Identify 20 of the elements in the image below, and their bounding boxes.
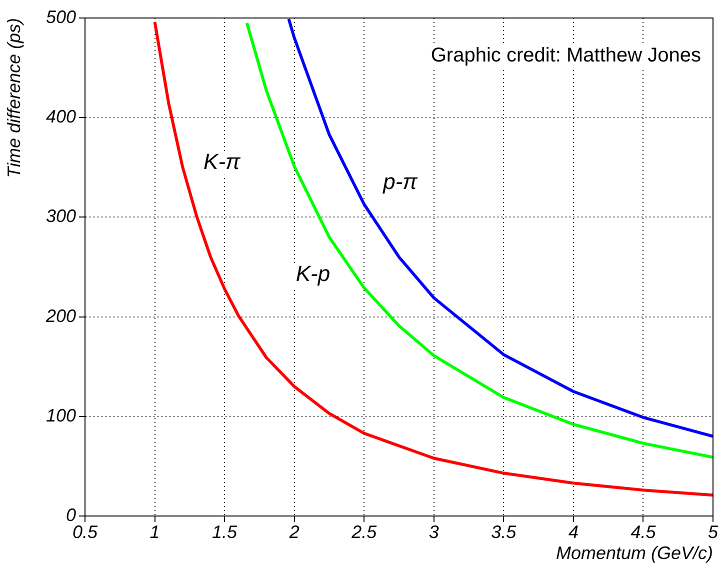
- x-tick-label: 4: [568, 522, 578, 542]
- annotation: K-p: [296, 261, 330, 286]
- x-tick-label: 4.5: [630, 522, 657, 542]
- x-tick-label: 5: [708, 522, 719, 542]
- x-tick-label: 2.5: [350, 522, 378, 542]
- x-axis-title: Momentum (GeV/c): [556, 543, 713, 564]
- y-tick-label: 300: [46, 206, 76, 226]
- y-tick-label: 400: [46, 106, 76, 127]
- y-tick-label: 200: [44, 306, 76, 326]
- y-axis-title: Time difference (ps): [4, 18, 24, 178]
- x-tick-label: 1: [150, 522, 160, 542]
- annotation: p-π: [382, 168, 419, 194]
- y-tick-label: 500: [46, 7, 76, 27]
- x-tick-label: 3.5: [491, 522, 518, 542]
- x-tick-label: 1.5: [212, 522, 238, 542]
- y-tick-label: 100: [46, 405, 76, 426]
- x-tick-label: 2: [288, 522, 300, 542]
- annotation: K-π: [204, 149, 242, 174]
- x-tick-label: 3: [428, 522, 439, 542]
- annotation: Graphic credit: Matthew Jones: [430, 44, 702, 67]
